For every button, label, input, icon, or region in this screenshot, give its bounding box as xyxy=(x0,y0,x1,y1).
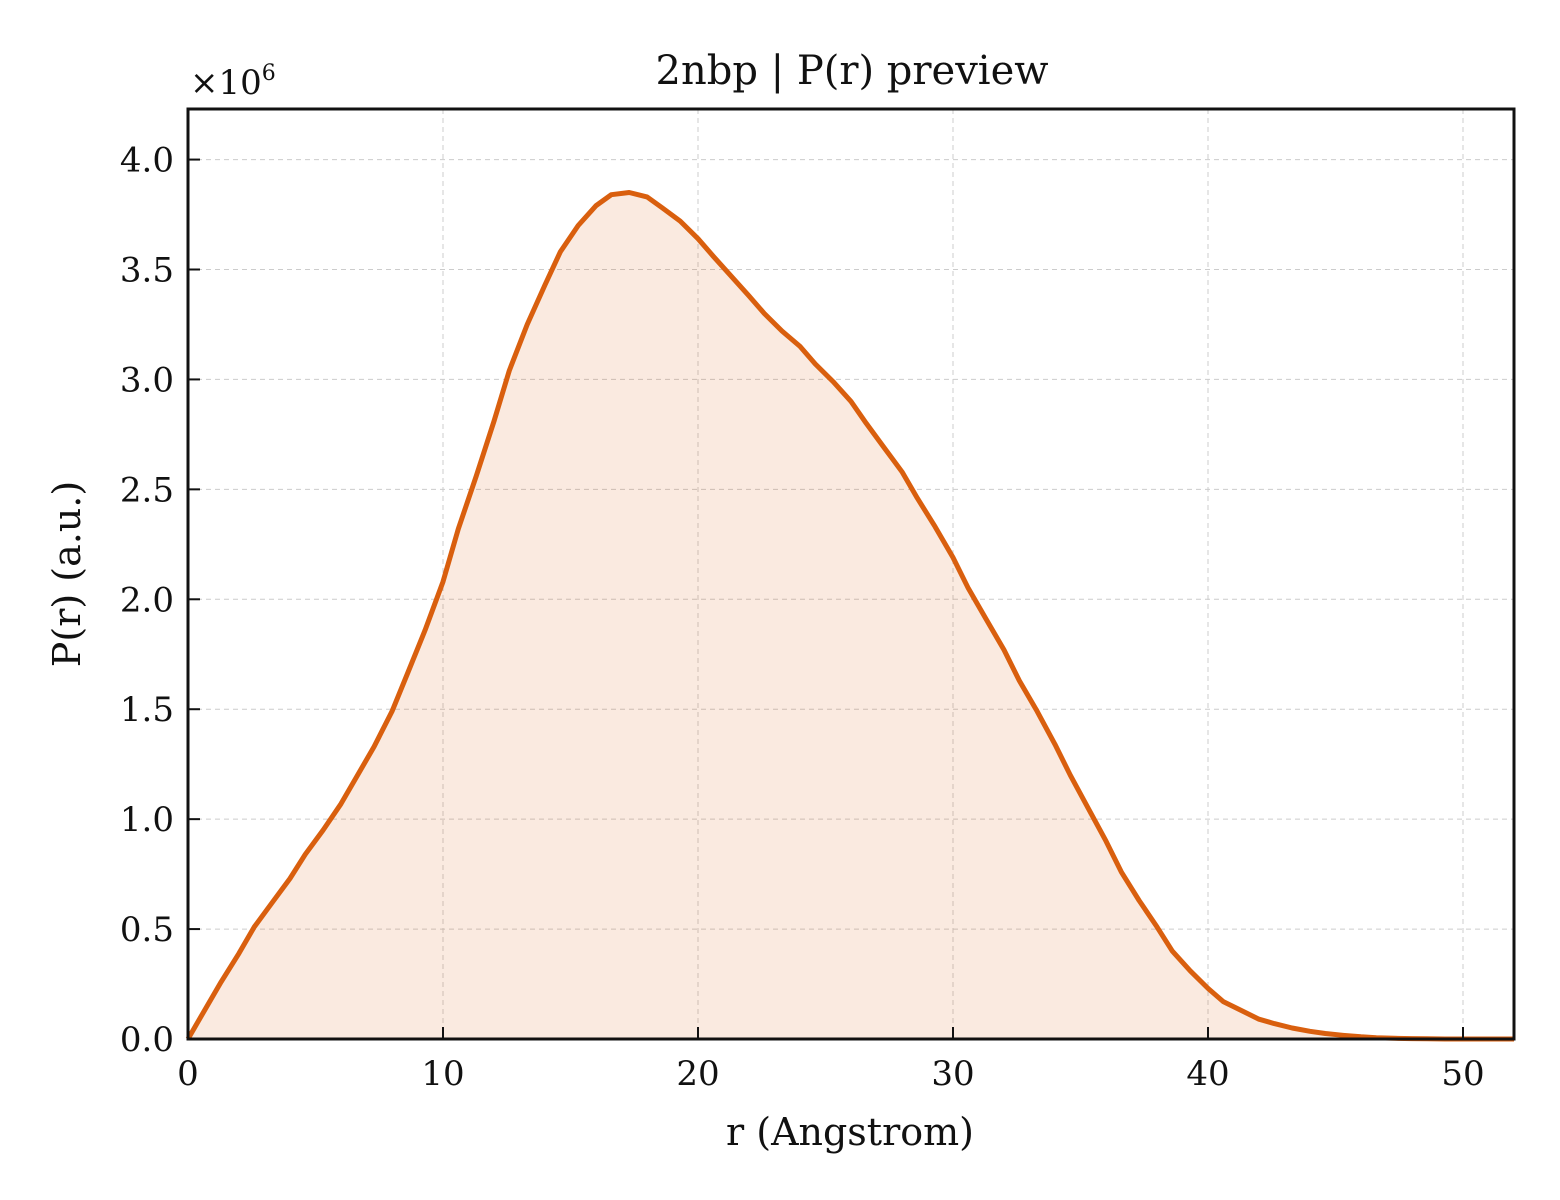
x-axis-label: r (Angstrom) xyxy=(726,1110,974,1154)
x-tick-label: 10 xyxy=(421,1054,464,1094)
x-tick-label: 20 xyxy=(676,1054,719,1094)
y-tick-label: 0.0 xyxy=(120,1020,174,1060)
x-tick-label: 50 xyxy=(1441,1054,1484,1094)
x-tick-label: 0 xyxy=(177,1054,199,1094)
y-axis-label: P(r) (a.u.) xyxy=(45,481,89,667)
x-tick-label: 40 xyxy=(1186,1054,1229,1094)
pr-curve-line xyxy=(185,190,1514,1042)
y-tick-label: 3.5 xyxy=(120,250,174,290)
y-tick-label: 0.5 xyxy=(120,910,174,950)
axis-ticks: 0 10 20 30 40 50 0.0 0.5 1.0 1.5 2.0 2.5 3.0 3.5 4.0 xyxy=(120,141,1485,1094)
y-tick-label: 2.5 xyxy=(120,470,174,510)
x-tick-label: 30 xyxy=(931,1054,974,1094)
y-multiplier: ×106 xyxy=(190,61,276,103)
y-tick-label: 3.0 xyxy=(120,360,174,400)
grid xyxy=(188,109,1514,1039)
chart-title: 2nbp | P(r) preview xyxy=(656,48,1049,94)
pr-area-fill xyxy=(188,192,1514,1039)
y-tick-label: 1.0 xyxy=(120,800,174,840)
plot-frame xyxy=(186,107,1516,1041)
y-tick-label: 2.0 xyxy=(120,580,174,620)
y-tick-label: 4.0 xyxy=(120,141,174,181)
y-tick-label: 1.5 xyxy=(120,690,174,730)
